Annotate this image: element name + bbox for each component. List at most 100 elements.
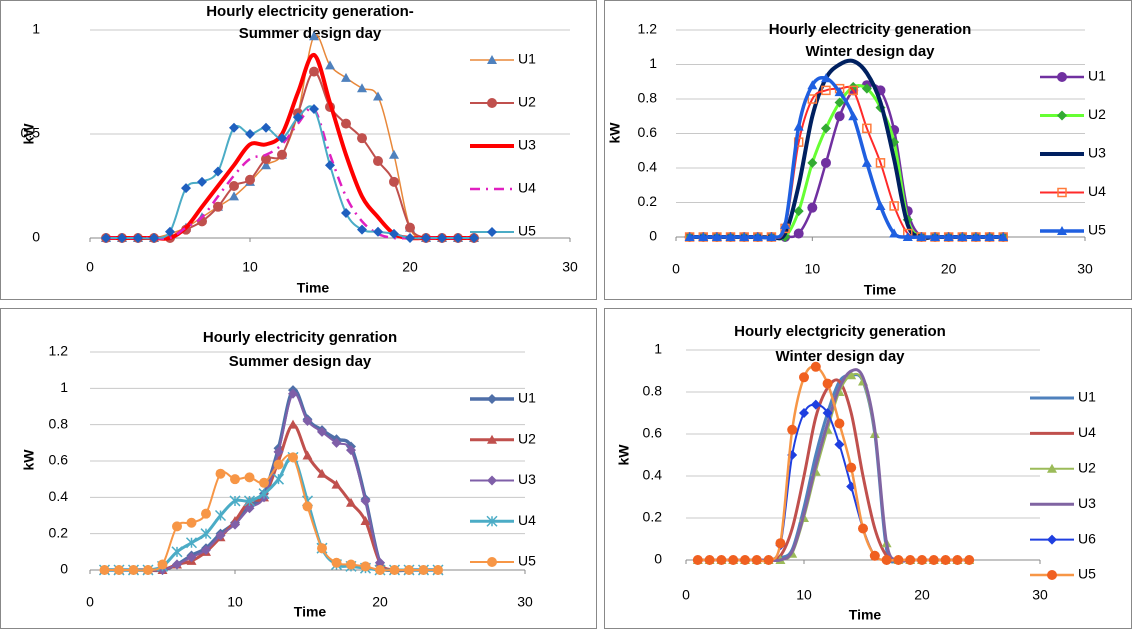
y-tick-label: 0.8 [643,383,663,399]
x-tick-label: 0 [86,259,94,275]
marker [245,129,255,139]
legend-label: U3 [1078,495,1096,511]
marker [309,66,319,77]
y-tick-label: 1.2 [638,21,658,37]
marker [101,233,111,243]
marker [861,83,872,94]
marker [360,495,371,506]
marker [807,80,818,90]
marker [807,94,818,104]
marker [740,555,750,565]
legend-label: U2 [1088,106,1106,122]
x-axis-label: Time [297,280,330,296]
x-tick-label: 0 [672,261,680,277]
y-tick-label: 1 [649,55,657,71]
x-tick-label: 10 [796,587,812,603]
marker [261,153,271,164]
marker [128,565,139,575]
marker [149,233,159,243]
y-tick-label: 1.2 [49,343,69,359]
legend-label: U2 [1078,460,1096,476]
legend-marker [1047,463,1057,473]
marker [862,123,872,134]
marker [846,462,857,473]
y-tick-label: 0 [32,229,40,245]
x-tick-label: 10 [227,594,243,610]
marker [288,388,298,399]
marker [331,437,342,448]
marker [244,472,255,483]
marker [752,232,763,241]
marker [293,112,303,123]
marker [357,133,367,144]
marker [258,488,270,500]
legend-label: U6 [1078,530,1096,546]
legend-marker [1057,226,1067,235]
marker [964,555,975,565]
y-tick-label: 1 [60,379,68,395]
marker [861,157,872,167]
y-tick-label: 0.8 [49,415,69,431]
x-tick-label: 30 [1032,587,1048,603]
marker [716,555,727,565]
marker [916,232,927,241]
panel [604,0,1132,300]
marker [389,565,400,575]
legend-label: U5 [518,223,536,239]
marker [433,565,443,575]
marker [793,206,804,217]
marker [822,378,833,389]
marker [902,232,913,241]
marker [834,418,845,429]
marker [302,450,313,460]
marker [229,181,239,191]
x-tick-label: 30 [562,259,578,275]
marker [889,201,899,211]
marker [952,555,963,565]
marker [185,537,198,549]
x-axis-label: Time [849,607,882,623]
marker [984,232,995,241]
y-tick-label: 0.4 [49,488,69,504]
legend-marker [487,475,497,486]
marker [171,546,183,558]
marker [357,224,367,235]
x-tick-label: 10 [242,259,258,275]
marker [905,555,916,565]
y-tick-label: 0.8 [638,90,658,106]
legend-marker [487,227,497,237]
marker [181,183,191,194]
marker [970,232,981,241]
chart-title: Summer design day [239,25,382,42]
marker [940,555,951,565]
marker [197,176,207,187]
marker [820,73,831,83]
marker [928,555,939,565]
marker [780,219,791,229]
marker [820,123,831,134]
legend-marker [487,557,497,567]
y-tick-label: 1 [32,21,40,37]
y-tick-label: 0.6 [643,425,663,441]
y-tick-label: 0 [654,551,662,567]
marker [302,416,313,427]
marker [213,166,223,177]
marker [375,565,385,575]
marker [917,555,927,565]
chart-title: Hourly electricity generation [769,21,972,38]
x-tick-label: 20 [372,594,388,610]
legend-label: U3 [518,471,536,487]
marker [373,91,383,101]
marker [389,176,399,187]
marker [881,555,892,565]
marker [848,85,858,96]
chart-title: Hourly electgricity generation [734,323,946,340]
marker [821,85,831,96]
marker [775,538,786,549]
series [684,73,1009,241]
legend-label: U1 [518,51,536,67]
marker [357,83,367,93]
marker [834,111,845,122]
marker [317,543,327,554]
marker [143,565,153,575]
